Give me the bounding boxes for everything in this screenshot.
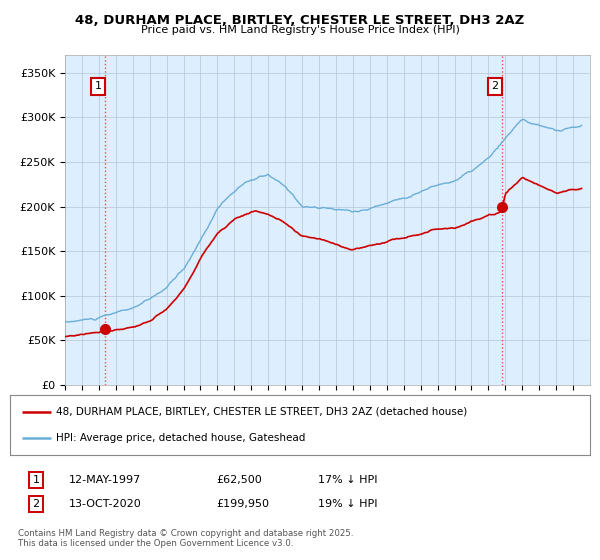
Text: Contains HM Land Registry data © Crown copyright and database right 2025.
This d: Contains HM Land Registry data © Crown c… [18, 529, 353, 548]
Text: 1: 1 [95, 81, 101, 91]
Text: HPI: Average price, detached house, Gateshead: HPI: Average price, detached house, Gate… [56, 433, 306, 443]
Text: £62,500: £62,500 [216, 475, 262, 485]
Text: Price paid vs. HM Land Registry's House Price Index (HPI): Price paid vs. HM Land Registry's House … [140, 25, 460, 35]
Text: 13-OCT-2020: 13-OCT-2020 [69, 499, 142, 509]
Text: 2: 2 [491, 81, 499, 91]
Text: 19% ↓ HPI: 19% ↓ HPI [318, 499, 377, 509]
Text: 48, DURHAM PLACE, BIRTLEY, CHESTER LE STREET, DH3 2AZ (detached house): 48, DURHAM PLACE, BIRTLEY, CHESTER LE ST… [56, 407, 467, 417]
Text: £199,950: £199,950 [216, 499, 269, 509]
Text: 2: 2 [32, 499, 40, 509]
Text: 1: 1 [32, 475, 40, 485]
Text: 48, DURHAM PLACE, BIRTLEY, CHESTER LE STREET, DH3 2AZ: 48, DURHAM PLACE, BIRTLEY, CHESTER LE ST… [76, 14, 524, 27]
Text: 17% ↓ HPI: 17% ↓ HPI [318, 475, 377, 485]
Text: 12-MAY-1997: 12-MAY-1997 [69, 475, 141, 485]
